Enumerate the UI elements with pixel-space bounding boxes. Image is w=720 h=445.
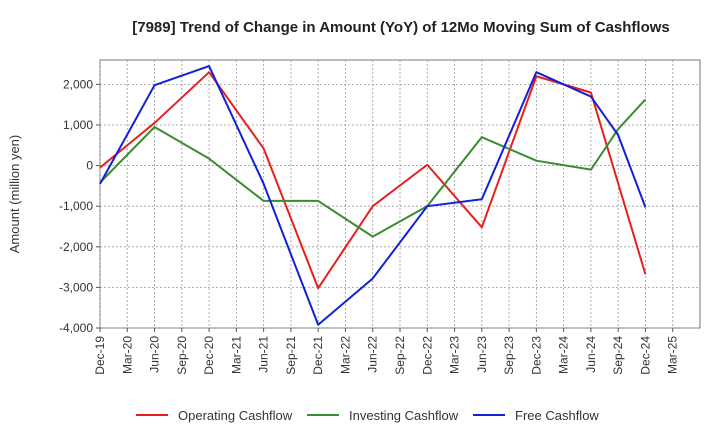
y-tick-label: -4,000	[59, 321, 93, 335]
x-tick-label: Dec-19	[93, 336, 107, 375]
series-line-investing-cashflow	[99, 98, 647, 238]
x-tick-label: Jun-22	[366, 336, 380, 373]
x-tick-label: Dec-22	[420, 336, 434, 375]
x-tick-label: Sep-22	[393, 336, 407, 375]
x-tick-label: Mar-23	[448, 336, 462, 374]
legend: Operating Cashflow Investing Cashflow Free…	[136, 408, 599, 423]
x-tick-label: Jun-20	[148, 336, 162, 373]
x-tick-label: Mar-20	[120, 336, 134, 374]
series-line-free-cashflow	[99, 65, 647, 326]
x-tick-label: Dec-20	[202, 336, 216, 375]
chart-title: [7989] Trend of Change in Amount (YoY) o…	[132, 19, 670, 36]
x-tick-label: Dec-23	[529, 336, 543, 375]
x-tick-label: Jun-23	[475, 336, 489, 373]
x-tick-label: Mar-22	[338, 336, 352, 374]
y-axis-ticks: 2,000 1,000 0 -1,000 -2,000 -3,000 -4,000	[59, 77, 100, 335]
x-tick-label: Sep-23	[502, 336, 516, 375]
y-tick-label: 0	[86, 159, 93, 173]
legend-label: Operating Cashflow	[178, 408, 293, 423]
y-tick-label: -2,000	[59, 240, 93, 254]
series-lines	[99, 65, 647, 326]
grid-lines	[99, 60, 700, 329]
y-tick-label: -1,000	[59, 199, 93, 213]
y-tick-label: 2,000	[63, 77, 93, 91]
x-tick-label: Sep-21	[284, 336, 298, 375]
x-tick-label: Mar-24	[557, 336, 571, 374]
y-axis-label: Amount (million yen)	[7, 135, 22, 254]
x-tick-label: Jun-24	[584, 336, 598, 373]
x-tick-label: Jun-21	[257, 336, 271, 373]
y-tick-label: 1,000	[63, 118, 93, 132]
x-tick-label: Mar-21	[229, 336, 243, 374]
legend-label: Investing Cashflow	[349, 408, 459, 423]
y-tick-label: -3,000	[59, 280, 93, 294]
x-tick-label: Dec-24	[638, 336, 652, 375]
legend-label: Free Cashflow	[515, 408, 599, 423]
x-tick-label: Sep-24	[611, 336, 625, 375]
x-tick-label: Mar-25	[666, 336, 680, 374]
x-tick-label: Dec-21	[311, 336, 325, 375]
x-tick-label: Sep-20	[175, 336, 189, 375]
series-line-operating-cashflow	[99, 71, 647, 290]
x-axis-ticks: Dec-19 Mar-20 Jun-20 Sep-20 Dec-20 Mar-21 Jun-…	[93, 328, 680, 375]
